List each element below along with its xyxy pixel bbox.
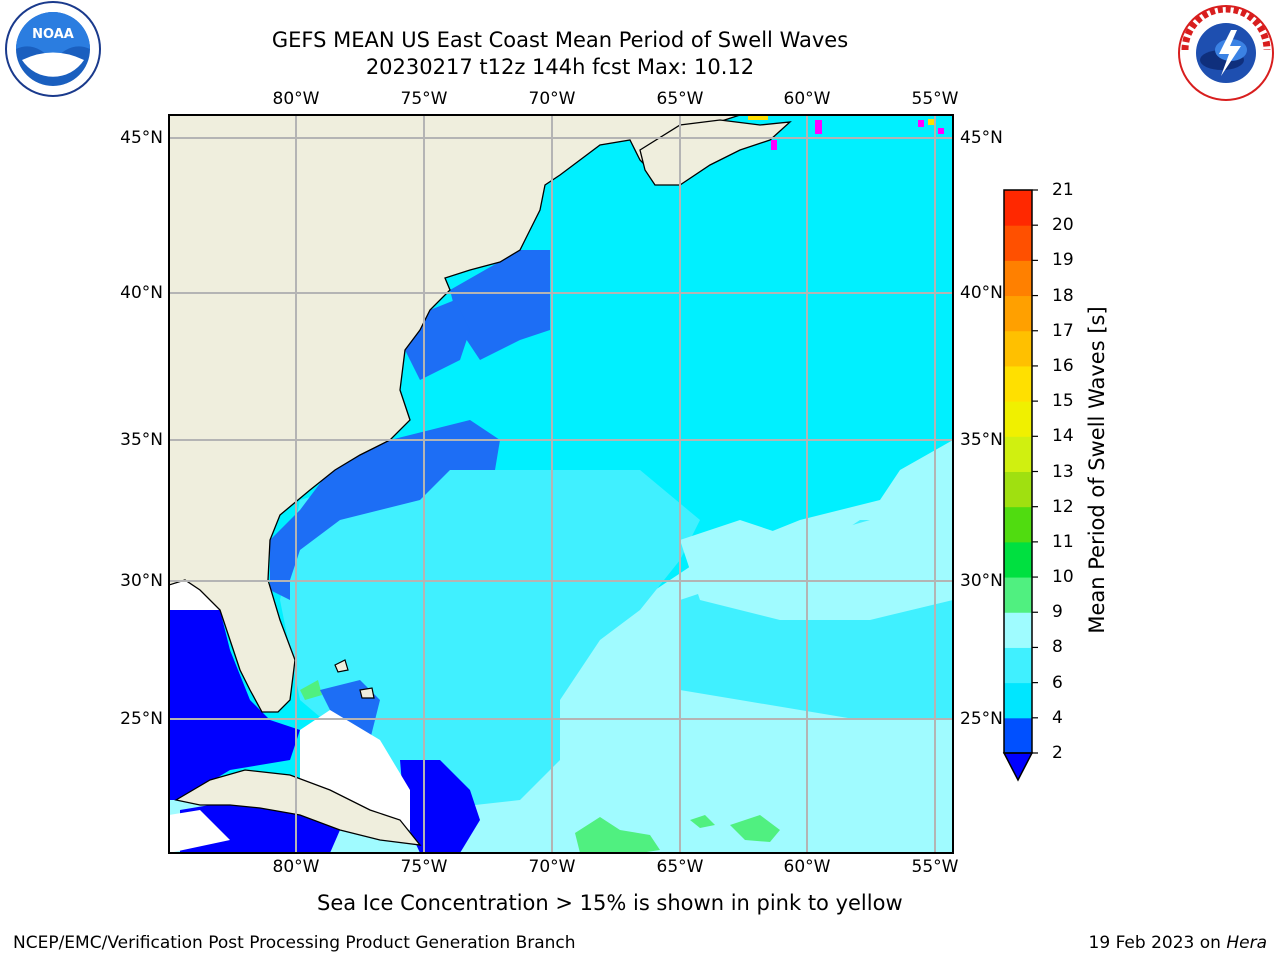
colorbar-segment	[1004, 190, 1032, 226]
colorbar-segment	[1004, 330, 1032, 367]
sea-ice-note: Sea Ice Concentration > 15% is shown in …	[317, 891, 903, 915]
lat-label-left-30n: 30°N	[120, 571, 163, 591]
colorbar-under-triangle	[1002, 752, 1034, 782]
nws-logo	[1178, 5, 1274, 101]
footer-date: 19 Feb 2023 on Hera	[1089, 933, 1267, 953]
colorbar	[1004, 189, 1038, 754]
colorbar-tick-label: 8	[1052, 637, 1063, 658]
colorbar-segment	[1004, 471, 1032, 508]
colorbar-tick-label: 11	[1052, 531, 1074, 552]
colorbar-tick-label: 21	[1052, 180, 1074, 200]
colorbar-tick-label: 4	[1052, 707, 1063, 728]
noaa-logo: NOAA	[5, 1, 101, 97]
colorbar-tick-label: 15	[1052, 391, 1074, 412]
graticule	[169, 115, 953, 853]
colorbar-segment	[1004, 717, 1032, 754]
lat-label-right-30n: 30°N	[960, 571, 1003, 591]
lon-label-bottom-80w: 80°W	[272, 857, 320, 877]
colorbar-segment	[1004, 225, 1032, 261]
lon-label-bottom-60w: 60°W	[783, 857, 831, 877]
colorbar-tick-label: 9	[1052, 602, 1063, 623]
colorbar-segment	[1004, 682, 1032, 719]
land-mass	[169, 115, 741, 713]
undefined-area	[300, 710, 410, 830]
lon-label-bottom-75w: 75°W	[400, 857, 448, 877]
swell-deep-blue-gulf	[169, 610, 300, 800]
colorbar-tick-label: 6	[1052, 672, 1063, 693]
colorbar-tick-label: 14	[1052, 426, 1074, 447]
colorbar-tick-label: 20	[1052, 215, 1074, 236]
colorbar-title: Mean Period of Swell Waves [s]	[1085, 306, 1109, 634]
swell-light-cyan-region	[280, 470, 700, 810]
lon-label-top-60w: 60°W	[783, 89, 831, 109]
swell-blue-coastal	[450, 250, 550, 360]
swell-green-patches	[575, 817, 660, 853]
lon-label-top-75w: 75°W	[400, 89, 448, 109]
colorbar-segment	[1004, 612, 1032, 648]
colorbar-segment	[1004, 541, 1032, 578]
colorbar-segment	[1004, 365, 1032, 402]
colorbar-segment	[1004, 577, 1032, 613]
colorbar-tick-label: 12	[1052, 496, 1074, 517]
lon-label-bottom-70w: 70°W	[528, 857, 576, 877]
colorbar-frame	[1003, 189, 1033, 754]
lat-label-right-45n: 45°N	[960, 128, 1003, 148]
lon-label-top-70w: 70°W	[528, 89, 576, 109]
colorbar-tick-label: 18	[1052, 285, 1074, 306]
lon-label-top-65w: 65°W	[656, 89, 704, 109]
colorbar-segment	[1004, 260, 1032, 297]
colorbar-segment	[1004, 436, 1032, 472]
colorbar-segment	[1004, 647, 1032, 684]
colorbar-segment	[1004, 401, 1032, 437]
footer-credit: NCEP/EMC/Verification Post Processing Pr…	[13, 933, 576, 953]
sea-ice-pixel	[771, 140, 777, 150]
colorbar-tick-label: 13	[1052, 461, 1074, 482]
lat-label-left-25n: 25°N	[120, 709, 163, 729]
map-title: GEFS MEAN US East Coast Mean Period of S…	[271, 28, 849, 52]
lon-label-top-55w: 55°W	[911, 89, 959, 109]
lat-label-right-40n: 40°N	[960, 283, 1003, 303]
lat-label-left-35n: 35°N	[120, 430, 163, 450]
lon-label-bottom-65w: 65°W	[656, 857, 704, 877]
colorbar-segment	[1004, 506, 1032, 543]
map-subtitle: 20230217 t12z 144h fcst Max: 10.12	[365, 55, 755, 79]
colorbar-tick-label: 2	[1052, 743, 1063, 763]
colorbar-tick-label: 16	[1052, 355, 1074, 376]
colorbar-tick-label: 17	[1052, 320, 1074, 341]
colorbar-tick-label: 19	[1052, 250, 1074, 271]
lat-label-left-40n: 40°N	[120, 283, 163, 303]
colorbar-tick-label: 10	[1052, 567, 1074, 588]
lon-label-bottom-55w: 55°W	[911, 857, 959, 877]
lat-label-left-45n: 45°N	[120, 128, 163, 148]
svg-text:NOAA: NOAA	[32, 27, 74, 42]
footer-date-text: 19 Feb 2023 on	[1088, 933, 1227, 953]
map-frame	[168, 114, 954, 854]
colorbar-segment	[1004, 295, 1032, 332]
lat-label-right-35n: 35°N	[960, 430, 1003, 450]
lon-label-top-80w: 80°W	[272, 89, 320, 109]
footer-machine: Hera	[1226, 933, 1267, 953]
lat-label-right-25n: 25°N	[960, 709, 1003, 729]
